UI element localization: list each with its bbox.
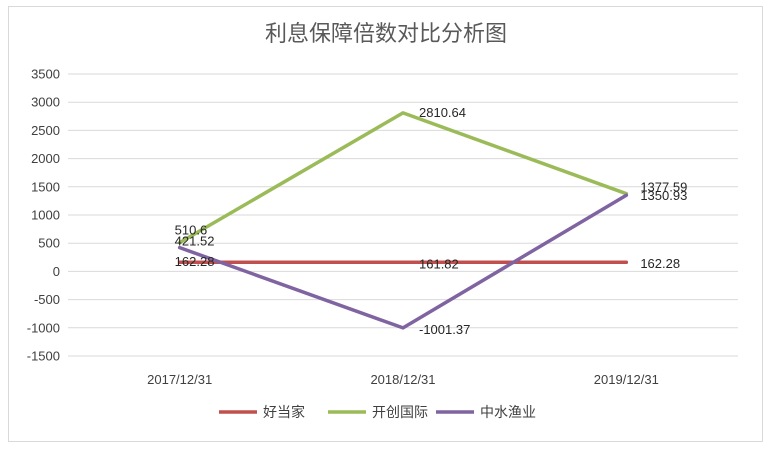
- data-point: [401, 260, 405, 264]
- y-tick-label: 2000: [31, 151, 60, 166]
- legend-label: 开创国际: [372, 405, 428, 421]
- data-label: 162.28: [640, 256, 680, 271]
- y-tick-label: -1500: [27, 349, 60, 364]
- data-point: [401, 111, 405, 115]
- legend-label: 好当家: [263, 404, 305, 421]
- data-label: 510.6: [175, 223, 208, 238]
- data-label: 1350.93: [640, 188, 687, 203]
- data-point: [401, 326, 405, 330]
- y-tick-label: 2500: [31, 123, 60, 138]
- series-lines: [177, 111, 629, 330]
- gridlines: [68, 73, 738, 357]
- data-point: [178, 246, 182, 250]
- data-point: [178, 241, 182, 245]
- y-tick-label: 1500: [31, 179, 60, 194]
- y-tick-label: 0: [53, 264, 60, 279]
- data-point: [178, 260, 182, 264]
- legend: 好当家 开创国际 中水渔业: [219, 404, 536, 421]
- data-point: [624, 193, 628, 197]
- data-point: [624, 260, 628, 264]
- series-line-2: [177, 111, 629, 245]
- data-label: 421.52: [175, 234, 215, 249]
- y-tick-label: 3500: [31, 67, 60, 82]
- data-label: 162.28: [175, 254, 215, 269]
- data-label: 161.82: [419, 256, 459, 271]
- x-tick-label: 2019/12/31: [594, 372, 659, 387]
- x-tick-label: 2017/12/31: [147, 372, 212, 387]
- y-tick-label: -1000: [27, 320, 60, 335]
- data-label: 1377.59: [640, 180, 687, 195]
- x-axis: 2017/12/31 2018/12/31 2019/12/31: [147, 372, 659, 387]
- y-tick-label: -500: [34, 292, 60, 307]
- data-label: -1001.37: [419, 322, 470, 337]
- chart-frame: [8, 6, 763, 442]
- y-tick-label: 1000: [31, 208, 60, 223]
- y-tick-label: 500: [38, 236, 60, 251]
- data-label: 2810.64: [419, 105, 466, 120]
- legend-label: 中水渔业: [480, 405, 536, 421]
- y-axis: 3500 3000 2500 2000 1500 1000 500 0 -500 -1000 -15…: [27, 67, 60, 364]
- data-labels: 162.28 161.82 162.28 510.6 2810.64 1377.59 421…: [175, 105, 688, 337]
- x-tick-label: 2018/12/31: [370, 372, 435, 387]
- y-tick-label: 3000: [31, 95, 60, 110]
- chart-title: 利息保障倍数对比分析图: [265, 22, 507, 47]
